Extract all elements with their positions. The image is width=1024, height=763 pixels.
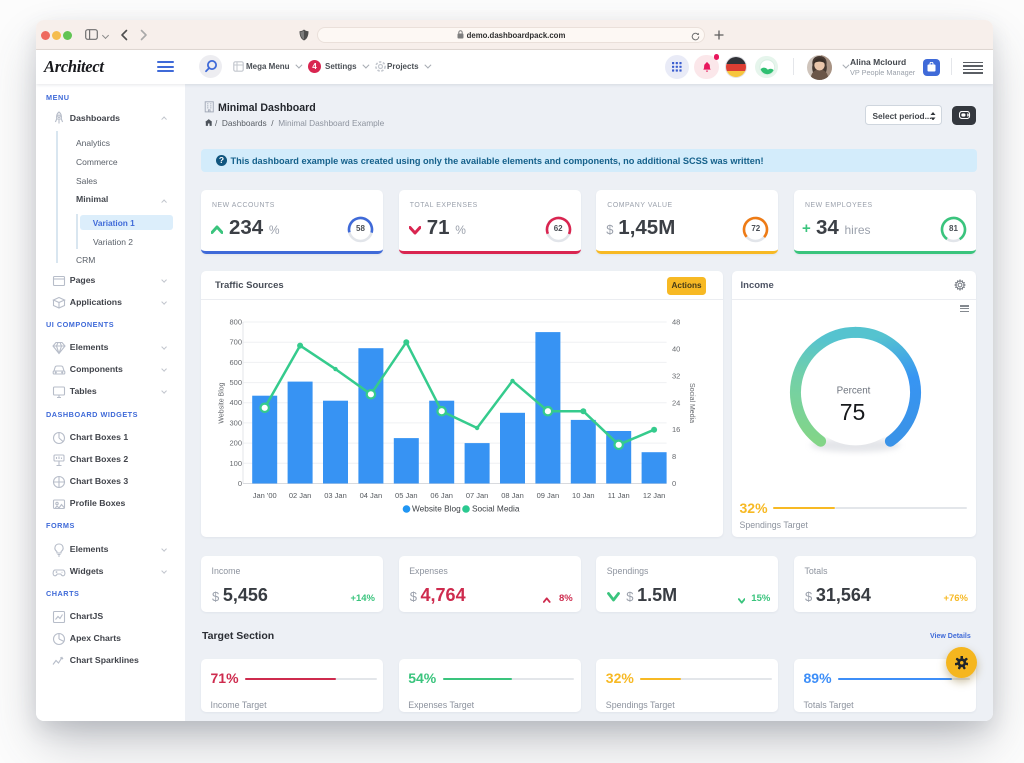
- svg-text:Website Blog: Website Blog: [412, 504, 461, 514]
- svg-text:48: 48: [672, 318, 680, 327]
- svg-text:06 Jan: 06 Jan: [430, 491, 453, 500]
- svg-text:32: 32: [672, 371, 680, 380]
- svg-text:04 Jan: 04 Jan: [360, 491, 383, 500]
- svg-text:Social Media: Social Media: [472, 504, 520, 514]
- svg-text:100: 100: [229, 459, 242, 468]
- svg-text:05 Jan: 05 Jan: [395, 491, 418, 500]
- svg-text:40: 40: [672, 345, 680, 354]
- svg-text:12 Jan: 12 Jan: [643, 491, 666, 500]
- svg-text:500: 500: [229, 378, 242, 387]
- svg-text:Website Blog: Website Blog: [219, 382, 226, 423]
- svg-text:8: 8: [672, 452, 676, 461]
- svg-text:400: 400: [229, 398, 242, 407]
- svg-text:200: 200: [229, 439, 242, 448]
- svg-text:300: 300: [229, 418, 242, 427]
- svg-text:03 Jan: 03 Jan: [324, 491, 347, 500]
- svg-text:75: 75: [839, 399, 865, 425]
- svg-text:08 Jan: 08 Jan: [501, 491, 524, 500]
- svg-text:Percent: Percent: [836, 386, 870, 397]
- svg-text:Jan '00: Jan '00: [253, 491, 277, 500]
- svg-text:02 Jan: 02 Jan: [289, 491, 312, 500]
- svg-text:0: 0: [672, 479, 676, 488]
- svg-text:09 Jan: 09 Jan: [537, 491, 560, 500]
- svg-text:10 Jan: 10 Jan: [572, 491, 595, 500]
- svg-text:16: 16: [672, 425, 680, 434]
- svg-text:800: 800: [229, 318, 242, 327]
- svg-text:0: 0: [238, 479, 242, 488]
- svg-text:700: 700: [229, 338, 242, 347]
- svg-text:11 Jan: 11 Jan: [608, 491, 630, 500]
- svg-text:24: 24: [672, 398, 680, 407]
- svg-text:600: 600: [229, 358, 242, 367]
- svg-text:Social Media: Social Media: [688, 383, 695, 423]
- svg-text:07 Jan: 07 Jan: [466, 491, 489, 500]
